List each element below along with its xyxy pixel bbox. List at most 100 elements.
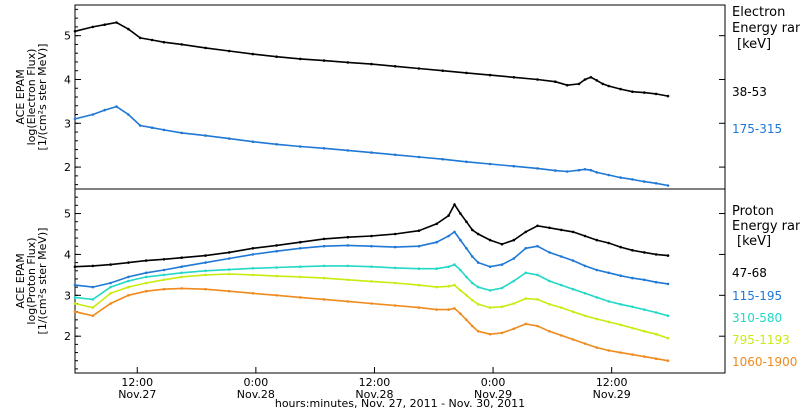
data-point bbox=[144, 281, 148, 285]
data-point bbox=[109, 281, 112, 285]
data-point bbox=[571, 310, 575, 314]
data-point bbox=[560, 334, 563, 337]
data-point bbox=[275, 143, 278, 146]
data-point bbox=[565, 170, 569, 173]
data-point bbox=[109, 292, 112, 295]
data-point bbox=[595, 238, 599, 242]
data-point bbox=[488, 265, 492, 269]
data-point bbox=[417, 229, 421, 232]
legend-entry: 310-580 bbox=[732, 311, 782, 325]
data-point bbox=[370, 302, 373, 305]
data-point bbox=[453, 263, 456, 266]
data-point bbox=[115, 105, 118, 108]
data-point bbox=[346, 149, 350, 152]
legend-header: Energy ranges bbox=[732, 219, 800, 234]
data-point bbox=[465, 220, 468, 223]
data-point bbox=[109, 302, 112, 305]
data-point bbox=[595, 296, 599, 299]
data-point bbox=[583, 314, 587, 318]
data-point bbox=[560, 228, 563, 232]
data-point bbox=[204, 254, 207, 257]
data-point bbox=[631, 305, 634, 309]
data-point bbox=[180, 256, 183, 260]
data-point bbox=[144, 259, 148, 262]
data-point bbox=[571, 287, 575, 291]
data-point bbox=[73, 310, 77, 314]
data-point bbox=[595, 346, 599, 349]
data-point bbox=[180, 131, 183, 135]
plot-frame bbox=[74, 4, 726, 190]
data-point bbox=[393, 65, 397, 68]
data-point bbox=[73, 30, 77, 33]
data-point bbox=[666, 359, 670, 363]
series-795-1193 bbox=[73, 272, 670, 340]
data-point bbox=[275, 294, 278, 297]
data-point bbox=[654, 332, 658, 336]
data-point bbox=[299, 265, 302, 269]
y-axis-title-line: [1/(cm²s ster MeV)] bbox=[36, 228, 49, 335]
series-line bbox=[74, 287, 669, 362]
data-point bbox=[571, 338, 575, 341]
data-point bbox=[571, 230, 575, 234]
y-axis-title-line: ACE EPAM bbox=[14, 69, 27, 124]
data-point bbox=[150, 38, 154, 42]
data-point bbox=[322, 264, 326, 268]
data-point bbox=[127, 261, 130, 264]
data-point bbox=[654, 92, 658, 96]
data-point bbox=[619, 303, 622, 306]
data-point bbox=[607, 300, 610, 303]
data-point bbox=[441, 69, 445, 72]
y-tick-label: 3 bbox=[64, 289, 71, 302]
y-axis-title-line: ACE EPAM bbox=[14, 253, 27, 308]
series-line bbox=[74, 202, 669, 268]
data-point bbox=[204, 273, 207, 277]
data-point bbox=[441, 157, 445, 161]
data-point bbox=[459, 312, 462, 316]
data-point bbox=[162, 258, 166, 261]
data-point bbox=[180, 275, 183, 279]
data-point bbox=[465, 71, 468, 75]
data-point bbox=[512, 257, 516, 260]
series-1060-1900 bbox=[73, 287, 670, 363]
data-point bbox=[346, 244, 350, 247]
data-point bbox=[512, 76, 516, 79]
data-point bbox=[577, 82, 581, 86]
y-tick-label: 3 bbox=[64, 117, 71, 130]
data-point bbox=[595, 317, 599, 321]
data-point bbox=[417, 244, 421, 248]
data-point bbox=[554, 80, 557, 83]
series-line bbox=[74, 230, 669, 288]
data-point bbox=[299, 145, 302, 148]
data-point bbox=[631, 276, 634, 280]
data-point bbox=[370, 62, 373, 66]
data-point bbox=[512, 238, 516, 242]
data-point bbox=[654, 357, 658, 361]
data-point bbox=[488, 238, 492, 242]
data-point bbox=[500, 242, 504, 246]
data-point bbox=[476, 232, 480, 236]
series-310-580 bbox=[73, 263, 670, 318]
data-point bbox=[654, 182, 658, 185]
data-point bbox=[548, 226, 551, 230]
data-point bbox=[435, 285, 439, 289]
data-point bbox=[299, 240, 302, 244]
data-point bbox=[488, 332, 492, 336]
data-point bbox=[583, 78, 587, 81]
data-point bbox=[127, 285, 130, 289]
data-point bbox=[435, 308, 439, 311]
data-point bbox=[654, 280, 658, 284]
y-tick-label: 4 bbox=[64, 248, 71, 261]
data-point bbox=[162, 128, 166, 132]
data-point bbox=[512, 327, 516, 331]
data-point bbox=[512, 164, 516, 168]
data-point bbox=[204, 287, 207, 291]
data-point bbox=[393, 304, 397, 307]
data-point bbox=[476, 285, 480, 289]
data-point bbox=[488, 162, 492, 166]
data-point bbox=[204, 134, 207, 137]
data-point bbox=[476, 261, 480, 264]
data-point bbox=[654, 253, 658, 256]
data-point bbox=[583, 264, 587, 268]
